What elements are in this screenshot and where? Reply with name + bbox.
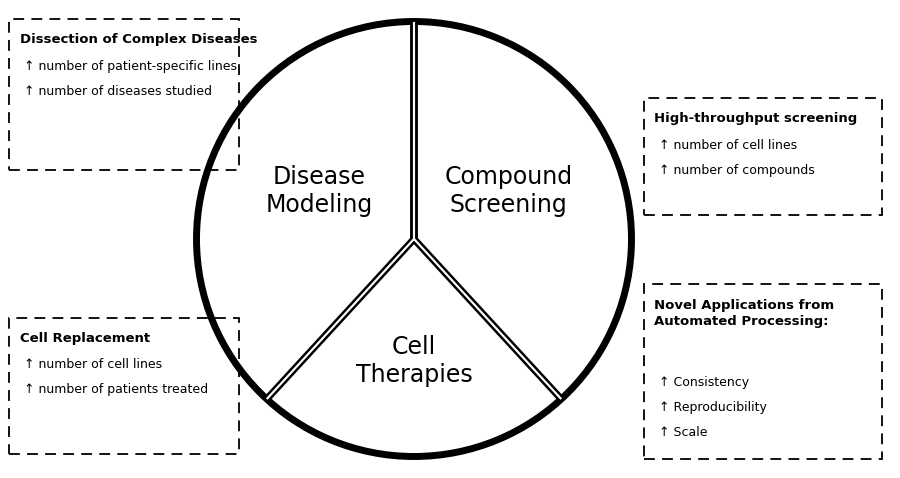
Text: ↑ number of patient-specific lines: ↑ number of patient-specific lines xyxy=(24,60,238,73)
Text: ↑ Scale: ↑ Scale xyxy=(659,426,707,439)
Text: ↑ Reproducibility: ↑ Reproducibility xyxy=(659,402,767,414)
Text: ↑ number of cell lines: ↑ number of cell lines xyxy=(24,358,162,371)
Text: ↑ number of compounds: ↑ number of compounds xyxy=(659,163,814,176)
Text: Cell
Therapies: Cell Therapies xyxy=(356,335,472,387)
Text: Cell Replacement: Cell Replacement xyxy=(20,332,150,345)
Text: ↑ number of diseases studied: ↑ number of diseases studied xyxy=(24,85,212,98)
Text: High-throughput screening: High-throughput screening xyxy=(654,112,858,125)
Text: Novel Applications from
Automated Processing:: Novel Applications from Automated Proces… xyxy=(654,299,834,328)
Text: ↑ number of patients treated: ↑ number of patients treated xyxy=(24,383,209,396)
Text: Compound
Screening: Compound Screening xyxy=(445,165,572,217)
Text: Disease
Modeling: Disease Modeling xyxy=(266,165,374,217)
Text: ↑ Consistency: ↑ Consistency xyxy=(659,376,749,389)
Text: ↑ number of cell lines: ↑ number of cell lines xyxy=(659,139,796,152)
Text: Dissection of Complex Diseases: Dissection of Complex Diseases xyxy=(20,33,257,46)
